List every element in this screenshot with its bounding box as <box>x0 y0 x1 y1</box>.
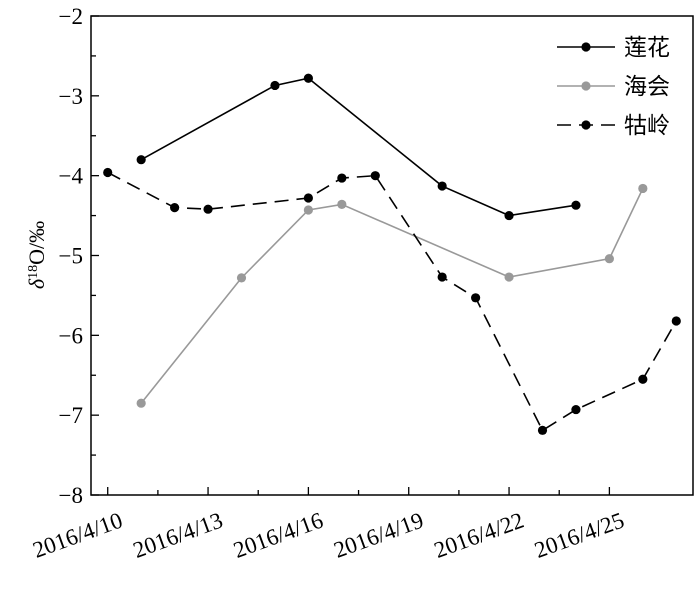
series-point <box>504 210 514 221</box>
series-3 <box>103 167 681 435</box>
x-tick-label: 2016/4/10 <box>30 507 126 562</box>
x-tick-label: 2016/4/19 <box>331 507 427 562</box>
series-point <box>638 183 648 194</box>
y-tick-label: −3 <box>59 84 83 109</box>
plot-area <box>90 15 694 496</box>
y-axis-title: δ18O/‰ <box>24 221 49 289</box>
series-point <box>471 293 481 303</box>
legend-swatch-marker <box>581 120 591 130</box>
series-point <box>437 272 447 282</box>
series-point <box>571 404 581 415</box>
x-tick-label: 2016/4/16 <box>230 507 326 562</box>
series-point <box>303 73 313 83</box>
y-tick-label: −6 <box>59 323 83 348</box>
series-point <box>437 181 447 191</box>
series-line <box>140 188 644 404</box>
legend-label: 海会 <box>624 74 670 100</box>
series-point <box>303 193 313 203</box>
legend-entry: 牯岭 <box>557 113 670 139</box>
series-point <box>337 199 347 210</box>
legend-swatch-marker <box>581 81 591 91</box>
series-layer <box>103 73 681 435</box>
series-line <box>140 77 577 217</box>
series-point <box>571 200 581 210</box>
series-2 <box>136 183 648 408</box>
legend-swatch-marker <box>581 42 591 52</box>
y-tick-label: −8 <box>59 483 83 508</box>
y-tick-label: −2 <box>59 4 83 29</box>
series-point <box>236 273 247 283</box>
series-point <box>638 374 648 384</box>
legend-label: 牯岭 <box>624 113 670 139</box>
series-point <box>170 203 180 213</box>
series-point <box>671 316 681 326</box>
legend-label: 莲花 <box>624 35 670 61</box>
series-point <box>303 205 313 215</box>
series-point <box>270 80 280 91</box>
series-point <box>136 155 146 165</box>
y-axis-title-rest: O/‰ <box>24 221 49 265</box>
legend-entry: 莲花 <box>557 35 670 61</box>
plot-frame <box>90 15 694 496</box>
series-point <box>370 171 380 181</box>
series-1 <box>136 73 581 221</box>
y-axis-title-delta: δ <box>24 278 49 289</box>
series-point <box>537 425 548 435</box>
series-line <box>107 171 677 432</box>
series-point <box>136 398 146 408</box>
x-tick-label: 2016/4/13 <box>130 507 226 562</box>
x-tick-label: 2016/4/22 <box>431 507 527 562</box>
series-point <box>504 272 514 282</box>
series-point <box>337 173 347 183</box>
series-point <box>203 204 213 214</box>
series-point <box>103 167 113 178</box>
y-tick-label: −4 <box>59 164 84 189</box>
y-tick-label: −5 <box>59 244 83 269</box>
series-point <box>604 254 614 264</box>
y-axis-title-sup: 18 <box>26 265 41 279</box>
legend-entry: 海会 <box>557 74 670 100</box>
y-tick-label: −7 <box>59 403 83 428</box>
x-tick-label: 2016/4/25 <box>531 507 627 562</box>
